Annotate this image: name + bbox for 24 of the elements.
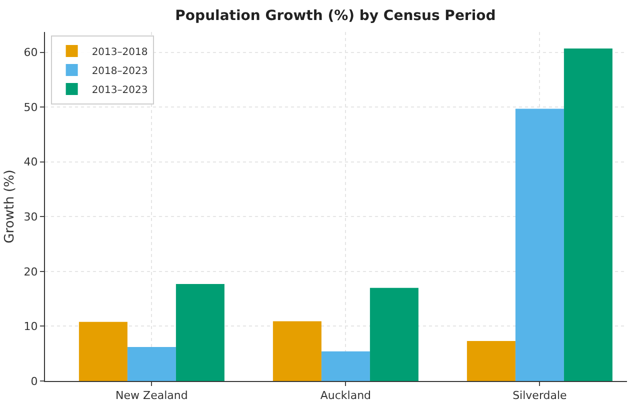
legend-label: 2013–2023 [92, 84, 148, 96]
bar [515, 108, 564, 381]
x-tick-label: Silverdale [512, 389, 568, 402]
y-tick-label: 0 [30, 374, 38, 388]
y-tick-label: 10 [24, 320, 38, 334]
y-tick-label: 60 [24, 46, 38, 60]
y-tick-label: 50 [24, 100, 38, 114]
bar [321, 351, 370, 381]
bar [466, 341, 516, 381]
y-tick-label: 30 [24, 210, 38, 224]
bar [564, 48, 612, 381]
x-tick-label: New Zealand [116, 389, 188, 402]
bar [370, 288, 418, 381]
y-axis-title: Growth (%) [2, 170, 18, 244]
bar [78, 322, 128, 381]
chart-title: Population Growth (%) by Census Period [175, 8, 496, 24]
bar [176, 284, 224, 381]
y-tick-label: 40 [24, 156, 38, 169]
bar [127, 347, 176, 381]
bar [272, 321, 322, 381]
legend-label: 2018–2023 [92, 66, 148, 77]
legend-label: 2013–2018 [92, 46, 148, 58]
y-tick-label: 20 [24, 265, 38, 278]
x-tick-label: Auckland [320, 389, 372, 402]
